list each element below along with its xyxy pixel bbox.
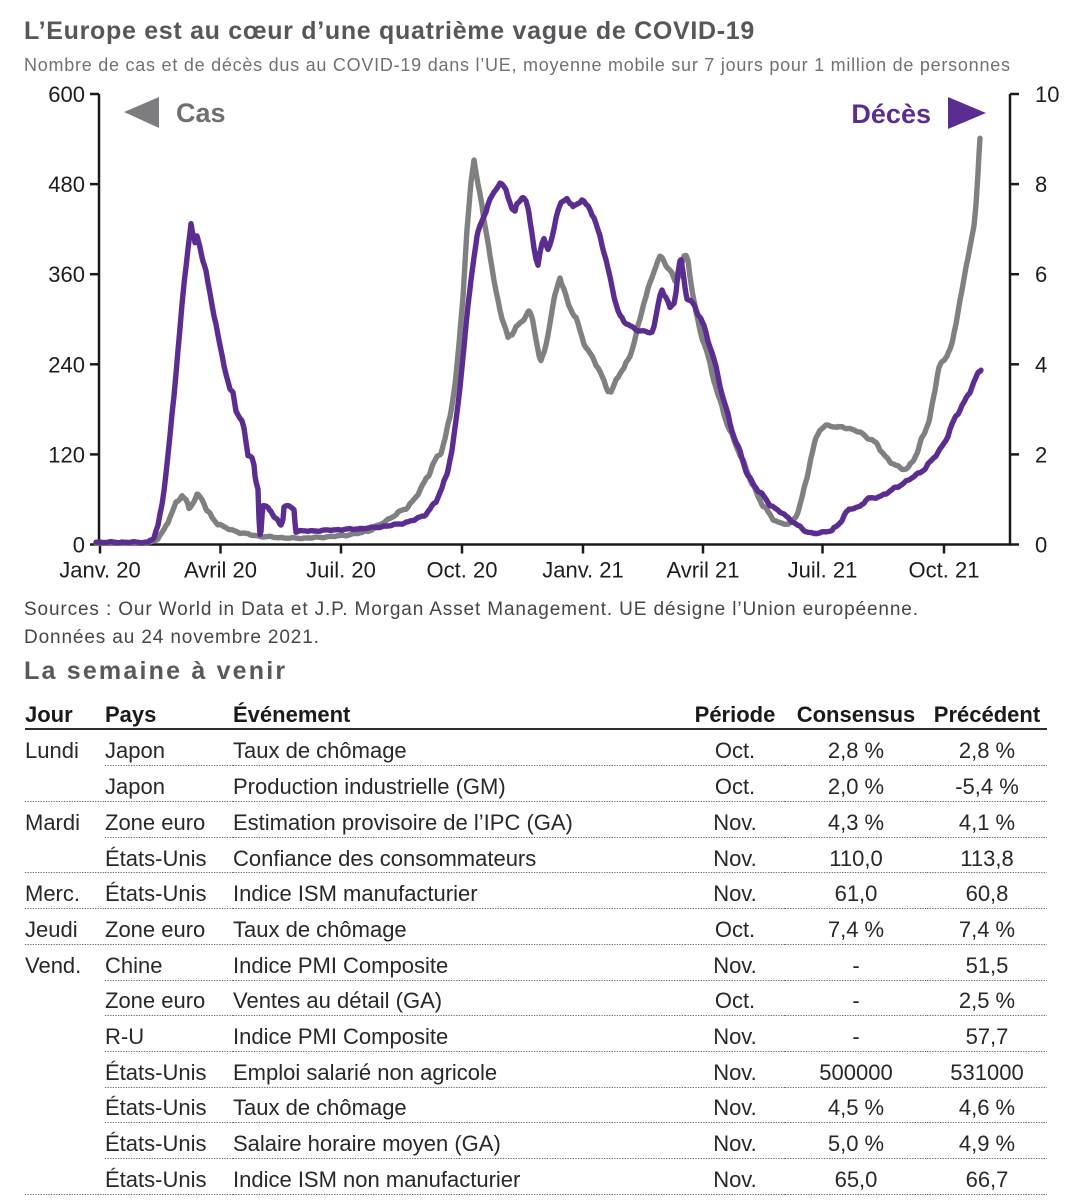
svg-text:Janv. 20: Janv. 20: [59, 558, 141, 583]
svg-text:360: 360: [48, 262, 85, 287]
svg-text:Avril 21: Avril 21: [667, 558, 740, 583]
svg-text:Décès: Décès: [851, 99, 931, 129]
svg-text:4: 4: [1035, 352, 1047, 377]
svg-text:0: 0: [73, 533, 85, 558]
svg-text:600: 600: [48, 85, 85, 107]
svg-text:8: 8: [1035, 172, 1047, 197]
svg-text:0: 0: [1035, 533, 1047, 558]
svg-text:240: 240: [48, 352, 85, 377]
svg-text:Oct. 21: Oct. 21: [909, 558, 980, 583]
svg-text:Juil. 20: Juil. 20: [306, 558, 376, 583]
svg-text:120: 120: [48, 442, 85, 467]
svg-text:Cas: Cas: [176, 98, 226, 128]
svg-text:2: 2: [1035, 442, 1047, 467]
svg-text:10: 10: [1035, 85, 1059, 107]
svg-text:480: 480: [48, 172, 85, 197]
svg-text:Oct. 20: Oct. 20: [427, 558, 498, 583]
svg-text:6: 6: [1035, 262, 1047, 287]
svg-text:Janv. 21: Janv. 21: [542, 558, 624, 583]
svg-text:Avril 20: Avril 20: [184, 558, 257, 583]
svg-text:Juil. 21: Juil. 21: [788, 558, 858, 583]
